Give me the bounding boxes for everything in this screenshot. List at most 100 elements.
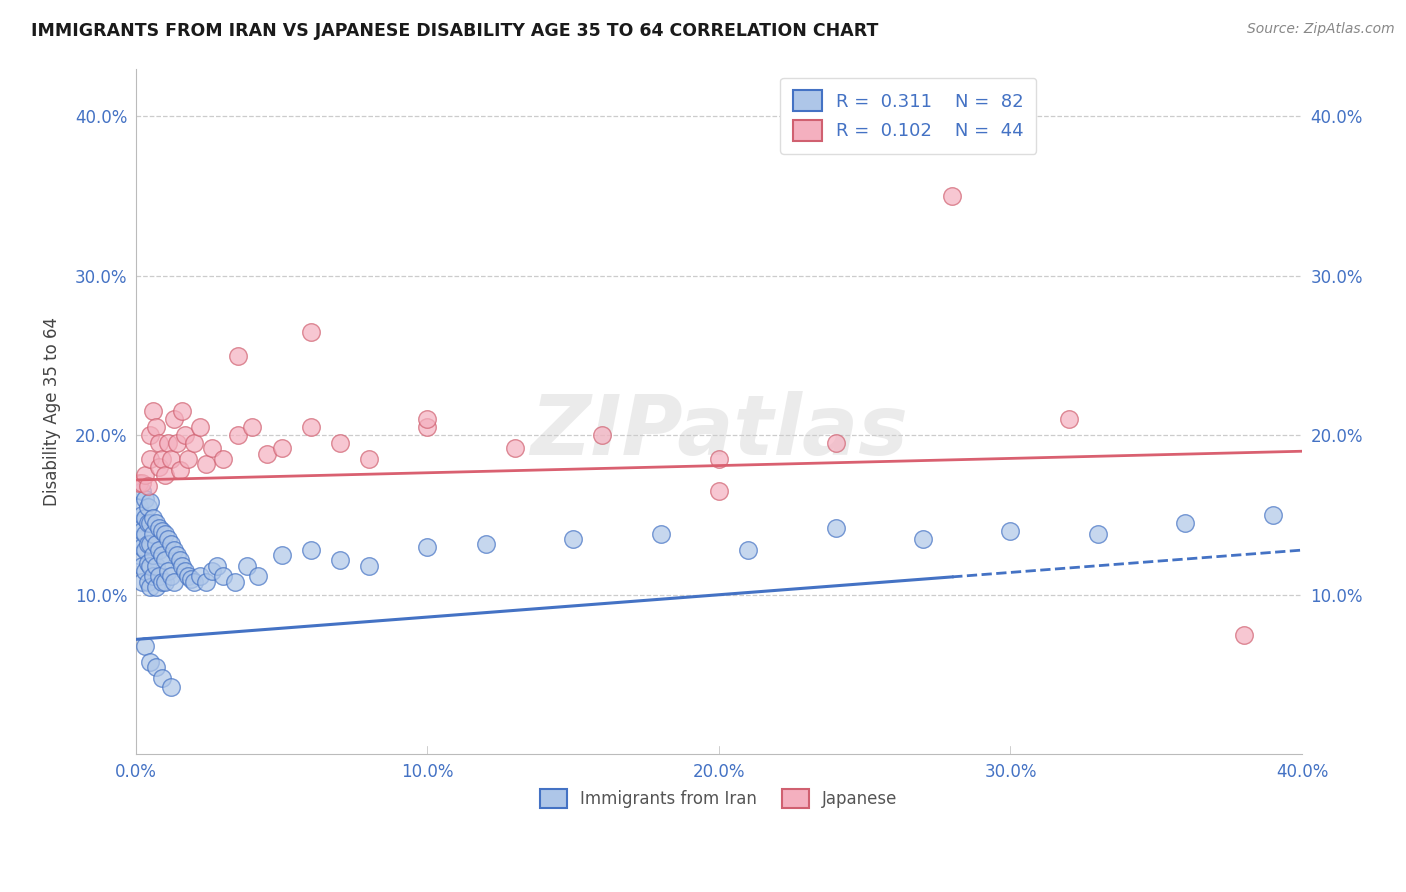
Point (256, 447, 278, 461)
Point (247, 568, 270, 582)
Point (128, 532, 150, 546)
Point (131, 508, 153, 522)
Point (299, 543, 322, 558)
Point (136, 574, 159, 589)
Point (180, 572, 202, 586)
Point (212, 452, 235, 467)
Point (824, 436, 846, 450)
Point (136, 516, 159, 530)
Point (194, 574, 217, 589)
Text: Source: ZipAtlas.com: Source: ZipAtlas.com (1247, 22, 1395, 37)
Point (172, 559, 194, 574)
Point (139, 516, 162, 530)
Point (145, 559, 167, 574)
Point (242, 420, 264, 434)
Point (1174, 516, 1197, 530)
Point (128, 476, 150, 491)
Point (156, 532, 179, 546)
Point (153, 527, 176, 541)
Point (134, 564, 156, 578)
Point (172, 404, 194, 418)
Point (159, 568, 181, 582)
Point (177, 568, 200, 582)
Point (188, 568, 211, 582)
Point (142, 568, 165, 582)
Point (177, 452, 200, 467)
Point (224, 574, 246, 589)
Point (707, 484, 730, 499)
Point (150, 524, 173, 538)
Point (128, 548, 150, 562)
Point (145, 580, 167, 594)
Point (226, 428, 249, 442)
Point (503, 441, 526, 455)
Point (131, 574, 153, 589)
Point (329, 436, 352, 450)
Point (134, 468, 156, 483)
Point (139, 428, 162, 442)
Point (194, 457, 217, 471)
Text: ZIPatlas: ZIPatlas (530, 392, 908, 473)
Legend: Immigrants from Iran, Japanese: Immigrants from Iran, Japanese (534, 782, 904, 814)
Point (139, 495, 162, 509)
Point (188, 420, 211, 434)
Point (148, 568, 170, 582)
Point (416, 540, 439, 554)
Point (142, 548, 165, 562)
Point (134, 527, 156, 541)
Point (174, 428, 197, 442)
Point (163, 412, 186, 426)
Point (359, 559, 381, 574)
Point (134, 639, 156, 653)
Point (145, 537, 167, 551)
Point (707, 452, 730, 467)
Point (359, 452, 381, 467)
Point (150, 452, 173, 467)
Point (163, 543, 186, 558)
Point (150, 548, 173, 562)
Point (142, 527, 165, 541)
Point (1057, 412, 1080, 426)
Point (156, 564, 179, 578)
Point (153, 574, 176, 589)
Point (136, 500, 159, 514)
Point (183, 574, 205, 589)
Point (139, 580, 162, 594)
Point (1087, 527, 1109, 541)
Point (131, 540, 153, 554)
Point (1233, 627, 1256, 641)
Point (159, 680, 181, 694)
Point (134, 511, 156, 525)
Point (150, 574, 173, 589)
Point (128, 500, 150, 514)
Point (329, 552, 352, 566)
Point (134, 543, 156, 558)
Point (174, 564, 197, 578)
Point (148, 543, 170, 558)
Point (270, 441, 292, 455)
Point (156, 436, 179, 450)
Point (139, 559, 162, 574)
Point (270, 548, 292, 562)
Point (131, 484, 153, 499)
Point (169, 552, 191, 566)
Point (131, 476, 153, 491)
Point (201, 441, 224, 455)
Point (148, 436, 170, 450)
Point (134, 491, 156, 506)
Point (201, 564, 224, 578)
Point (166, 436, 188, 450)
Y-axis label: Disability Age 35 to 64: Disability Age 35 to 64 (44, 317, 60, 506)
Point (183, 436, 205, 450)
Point (148, 460, 170, 475)
Point (131, 524, 153, 538)
Point (142, 511, 165, 525)
Point (650, 527, 672, 541)
Point (153, 552, 176, 566)
Point (169, 463, 191, 477)
Point (159, 537, 181, 551)
Point (150, 671, 173, 685)
Point (159, 452, 181, 467)
Point (166, 548, 188, 562)
Point (163, 574, 186, 589)
